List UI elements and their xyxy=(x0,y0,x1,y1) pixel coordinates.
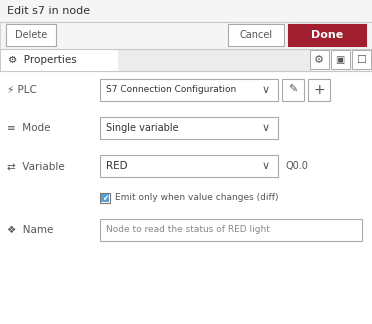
Bar xyxy=(100,117,278,139)
Text: ❖  Name: ❖ Name xyxy=(7,225,53,235)
Bar xyxy=(101,194,109,202)
Text: ≡  Mode: ≡ Mode xyxy=(7,123,51,133)
Bar xyxy=(118,49,312,71)
Text: ∨: ∨ xyxy=(262,85,270,95)
Text: RED: RED xyxy=(106,161,128,171)
Text: ∨: ∨ xyxy=(262,123,270,133)
Text: ☐: ☐ xyxy=(356,55,366,65)
Bar xyxy=(282,79,304,101)
Bar xyxy=(100,79,278,101)
Bar xyxy=(352,50,371,69)
Bar xyxy=(0,71,372,324)
Bar xyxy=(0,49,118,71)
Text: Q0.0: Q0.0 xyxy=(286,161,309,171)
Text: Edit s7 in node: Edit s7 in node xyxy=(7,6,90,16)
Text: Cancel: Cancel xyxy=(240,30,273,40)
Bar xyxy=(100,155,278,177)
Text: ∨: ∨ xyxy=(262,161,270,171)
Text: Emit only when value changes (diff): Emit only when value changes (diff) xyxy=(115,193,279,202)
Bar xyxy=(308,79,330,101)
Bar xyxy=(0,0,372,22)
Bar xyxy=(6,24,56,46)
Text: Node to read the status of RED light: Node to read the status of RED light xyxy=(106,226,270,235)
Text: +: + xyxy=(313,83,325,97)
Text: ⚡ PLC: ⚡ PLC xyxy=(7,85,37,95)
Text: ⇄  Variable: ⇄ Variable xyxy=(7,161,65,171)
Text: ✎: ✎ xyxy=(288,85,298,95)
Text: ✔: ✔ xyxy=(102,193,108,202)
Text: Done: Done xyxy=(311,30,343,40)
Bar xyxy=(288,24,366,46)
Bar xyxy=(100,193,110,203)
Text: Delete: Delete xyxy=(15,30,47,40)
Bar xyxy=(228,24,284,46)
Bar xyxy=(331,50,350,69)
Bar xyxy=(100,219,362,241)
Text: Single variable: Single variable xyxy=(106,123,179,133)
Text: ▣: ▣ xyxy=(336,55,344,65)
Text: S7 Connection Configuration: S7 Connection Configuration xyxy=(106,86,236,95)
Text: ⚙: ⚙ xyxy=(314,55,324,65)
Text: ⚙  Properties: ⚙ Properties xyxy=(8,55,77,65)
Bar xyxy=(310,50,329,69)
